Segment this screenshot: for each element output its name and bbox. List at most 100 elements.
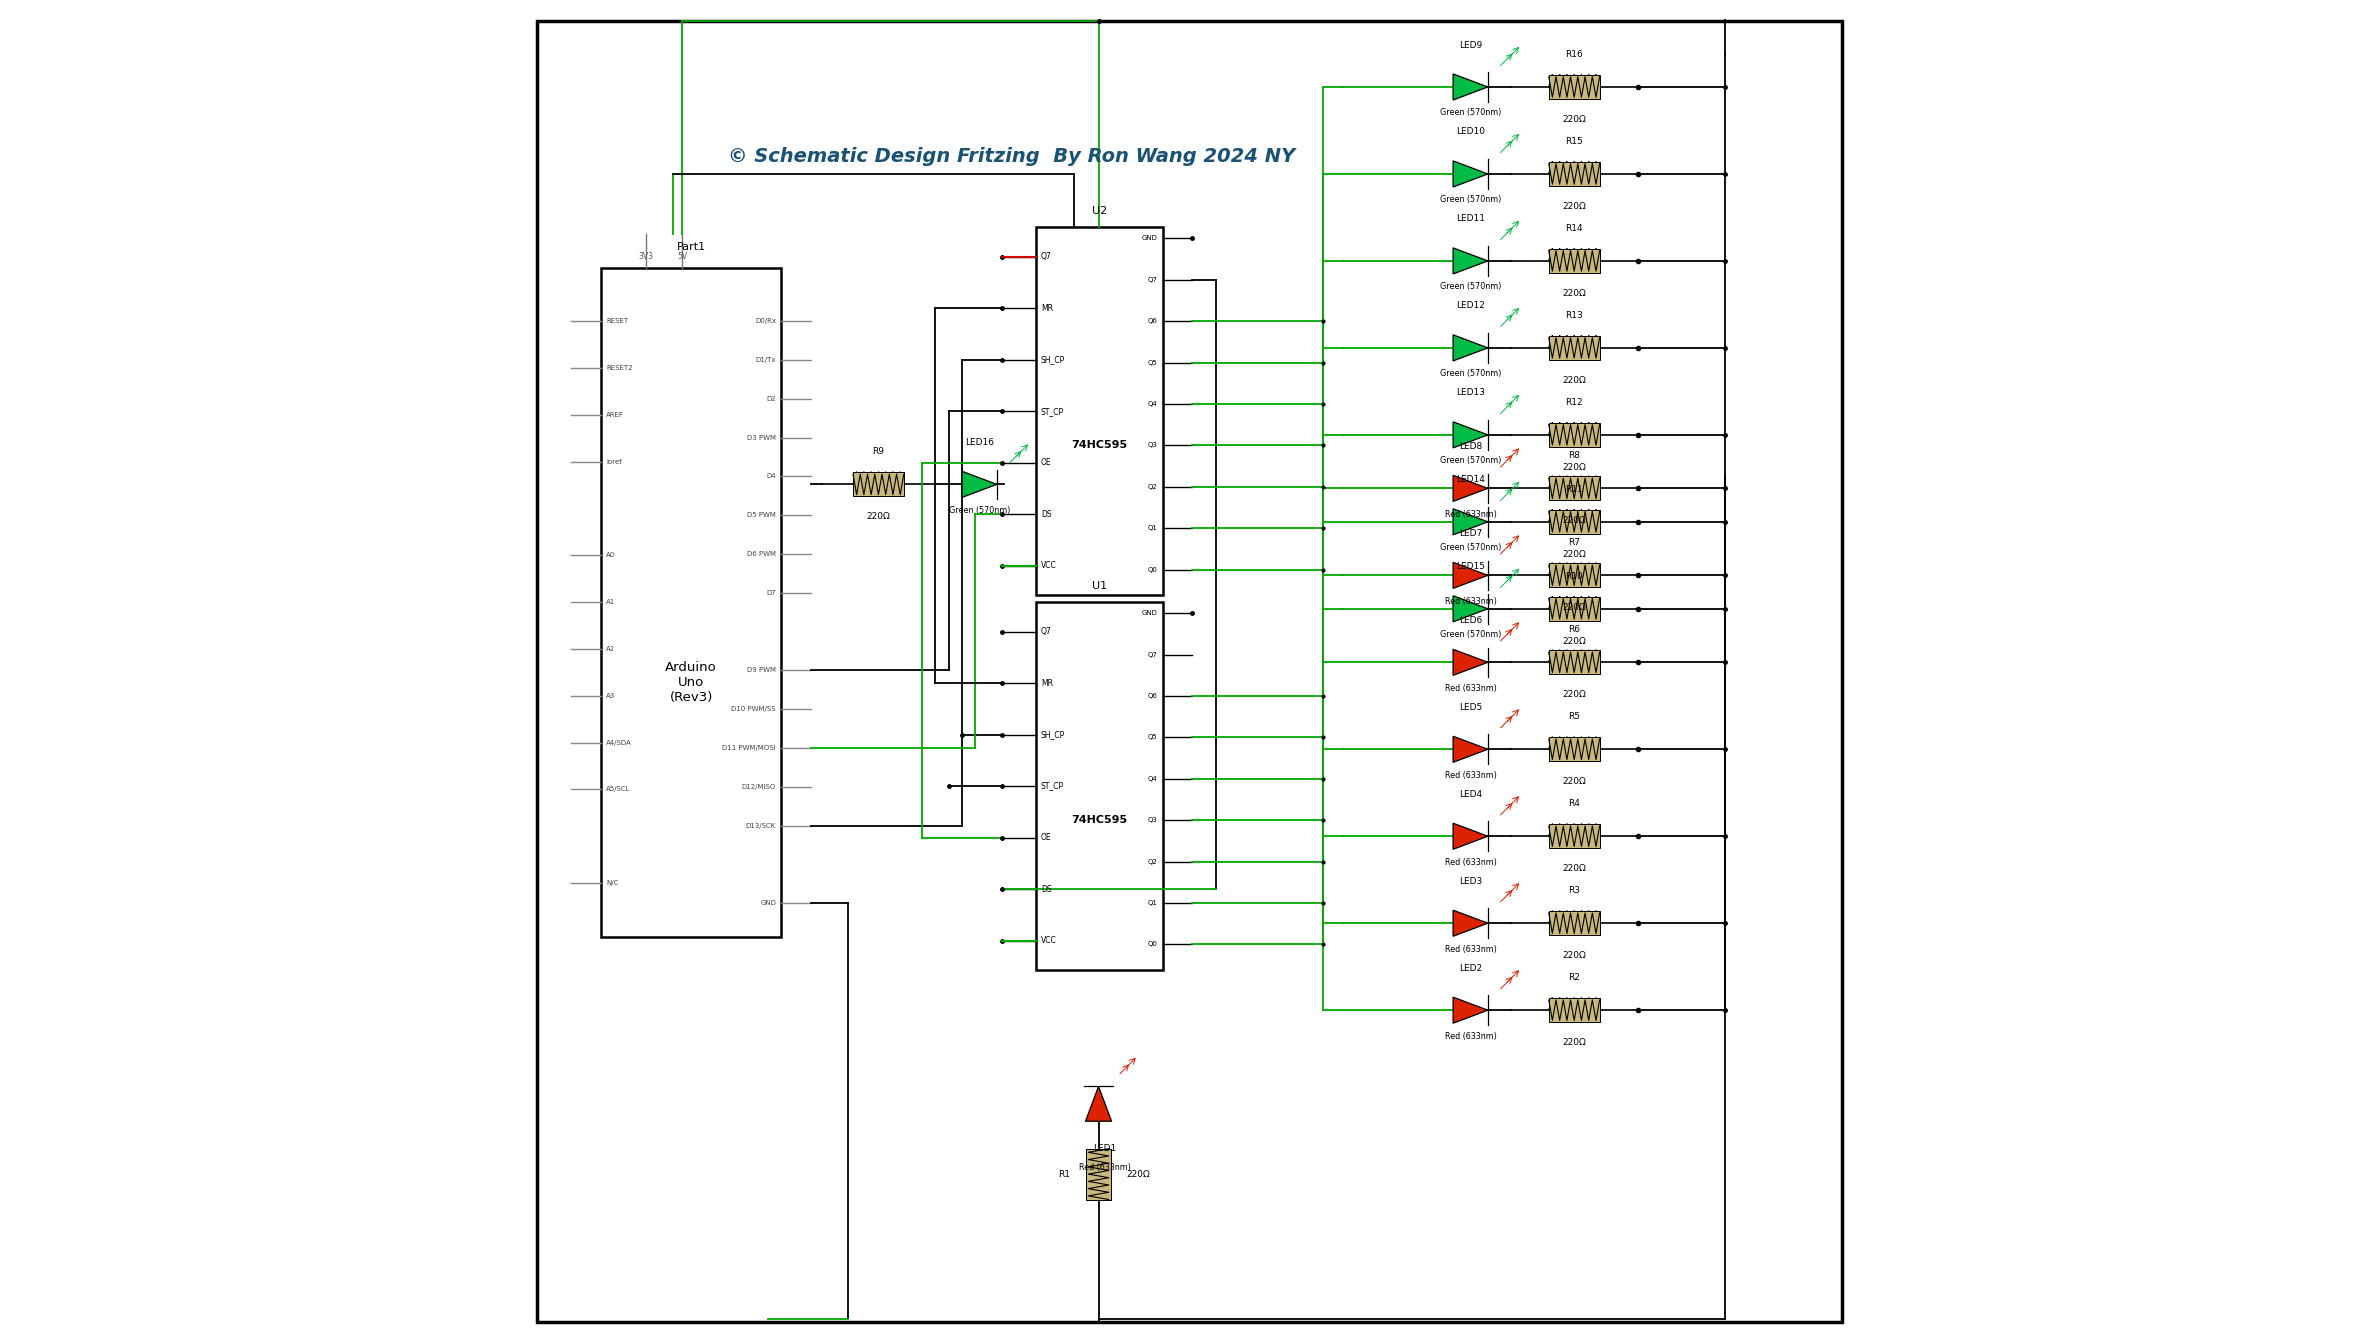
Polygon shape (1454, 421, 1487, 448)
Bar (1087, 1148, 1111, 1200)
Text: 74HC595: 74HC595 (1071, 815, 1128, 824)
Text: D11 PWM/MOSI: D11 PWM/MOSI (723, 745, 776, 751)
Text: © Schematic Design Fritzing  By Ron Wang 2024 NY: © Schematic Design Fritzing By Ron Wang … (728, 147, 1294, 166)
Text: LED13: LED13 (1456, 388, 1484, 397)
Text: LED5: LED5 (1458, 702, 1482, 712)
Text: VCC: VCC (1042, 937, 1056, 945)
Text: R11: R11 (1565, 484, 1582, 494)
Text: Q4: Q4 (1147, 776, 1159, 781)
Text: 220Ω: 220Ω (1563, 463, 1587, 472)
Text: LED11: LED11 (1456, 214, 1484, 223)
Text: LED1: LED1 (1094, 1144, 1116, 1153)
Bar (1549, 737, 1599, 761)
Text: 220Ω: 220Ω (1563, 376, 1587, 385)
Text: R5: R5 (1568, 712, 1580, 721)
Text: GND: GND (1142, 235, 1159, 241)
Text: D0/Rx: D0/Rx (754, 318, 776, 324)
Polygon shape (1454, 649, 1487, 676)
Text: R10: R10 (1565, 571, 1582, 581)
Text: 5V: 5V (678, 252, 688, 261)
Text: 220Ω: 220Ω (1563, 864, 1587, 874)
Text: 220Ω: 220Ω (1563, 951, 1587, 961)
Text: A1: A1 (607, 599, 616, 605)
Text: Red (633nm): Red (633nm) (1444, 597, 1496, 606)
Text: LED15: LED15 (1456, 562, 1484, 571)
Text: GND: GND (1142, 610, 1159, 615)
Text: Red (633nm): Red (633nm) (1444, 858, 1496, 867)
Text: A4/SDA: A4/SDA (607, 740, 633, 745)
Bar (1035, 602, 1163, 970)
Text: LED7: LED7 (1458, 529, 1482, 538)
Text: R2: R2 (1568, 973, 1580, 982)
Text: Red (633nm): Red (633nm) (1444, 510, 1496, 519)
Text: LED10: LED10 (1456, 127, 1484, 136)
Text: Q6: Q6 (1147, 318, 1159, 324)
Text: Q7: Q7 (1042, 628, 1052, 636)
Text: Red (633nm): Red (633nm) (1080, 1163, 1130, 1172)
Text: R6: R6 (1568, 625, 1580, 634)
Text: SH_CP: SH_CP (1042, 356, 1066, 364)
Text: Part1: Part1 (676, 242, 707, 252)
Text: 220Ω: 220Ω (1563, 516, 1587, 526)
Polygon shape (1454, 334, 1487, 361)
Text: ST_CP: ST_CP (1042, 781, 1063, 791)
Text: DS: DS (1042, 884, 1052, 894)
Polygon shape (1454, 736, 1487, 763)
Text: Q2: Q2 (1147, 859, 1159, 864)
Text: R15: R15 (1565, 136, 1582, 146)
Bar (1549, 911, 1599, 935)
Text: 220Ω: 220Ω (1563, 115, 1587, 124)
Text: 220Ω: 220Ω (1128, 1169, 1151, 1179)
Text: Green (570nm): Green (570nm) (1439, 369, 1501, 379)
Text: 3V3: 3V3 (638, 252, 654, 261)
Text: 220Ω: 220Ω (1563, 1038, 1587, 1048)
Text: R4: R4 (1568, 799, 1580, 808)
Text: A3: A3 (607, 693, 616, 698)
Polygon shape (1085, 1086, 1111, 1121)
Text: Q7: Q7 (1147, 277, 1159, 282)
Bar (1549, 563, 1599, 587)
Text: D1/Tx: D1/Tx (757, 357, 776, 363)
Text: Q6: Q6 (1147, 693, 1159, 698)
Text: D7: D7 (766, 590, 776, 595)
Text: AREF: AREF (607, 412, 623, 417)
Text: LED6: LED6 (1458, 615, 1482, 625)
Text: 220Ω: 220Ω (1563, 202, 1587, 211)
Text: U2: U2 (1092, 206, 1106, 217)
Text: D2: D2 (766, 396, 776, 401)
Bar (602, 268, 780, 937)
Text: U1: U1 (1092, 581, 1106, 591)
Bar (1549, 75, 1599, 99)
Text: Green (570nm): Green (570nm) (1439, 282, 1501, 292)
Text: R14: R14 (1565, 223, 1582, 233)
Text: Red (633nm): Red (633nm) (1444, 771, 1496, 780)
Text: R12: R12 (1565, 397, 1582, 407)
Bar (1549, 824, 1599, 848)
Bar (1035, 227, 1163, 595)
Text: A0: A0 (607, 553, 616, 558)
Polygon shape (1454, 508, 1487, 535)
Text: D6 PWM: D6 PWM (747, 551, 776, 557)
Bar (1549, 249, 1599, 273)
Text: Green (570nm): Green (570nm) (949, 506, 1011, 515)
Text: A2: A2 (607, 646, 616, 652)
Text: MR: MR (1042, 678, 1054, 688)
Text: 220Ω: 220Ω (1563, 603, 1587, 613)
Text: LED4: LED4 (1458, 789, 1482, 799)
Text: R16: R16 (1565, 50, 1582, 59)
Text: SH_CP: SH_CP (1042, 731, 1066, 739)
Text: DS: DS (1042, 510, 1052, 519)
Text: R13: R13 (1565, 310, 1582, 320)
Text: Green (570nm): Green (570nm) (1439, 630, 1501, 640)
Text: Green (570nm): Green (570nm) (1439, 195, 1501, 205)
Text: Green (570nm): Green (570nm) (1439, 108, 1501, 118)
Polygon shape (1454, 910, 1487, 937)
Text: Q0: Q0 (1147, 942, 1159, 947)
Text: D12/MISO: D12/MISO (742, 784, 776, 789)
Text: ST_CP: ST_CP (1042, 407, 1063, 416)
Text: R9: R9 (873, 447, 885, 456)
Text: Q2: Q2 (1147, 484, 1159, 490)
Text: D4: D4 (766, 474, 776, 479)
Text: Q4: Q4 (1147, 401, 1159, 407)
Bar (1549, 162, 1599, 186)
